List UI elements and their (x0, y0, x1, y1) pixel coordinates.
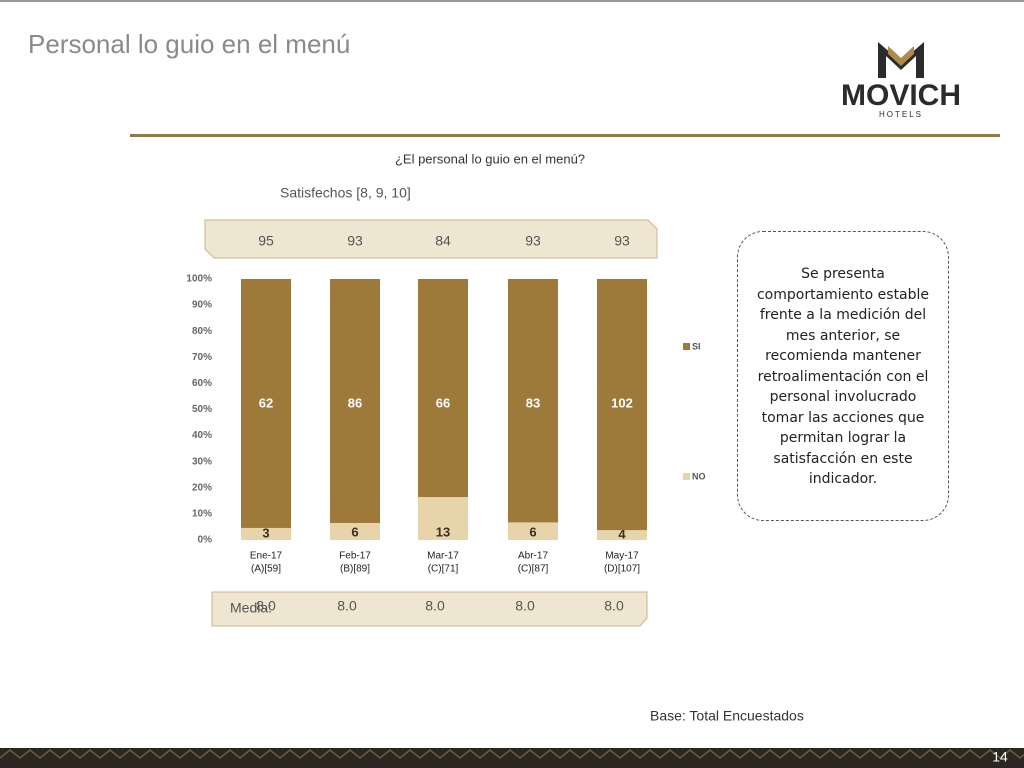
y-tick-label: 20% (192, 482, 212, 493)
satisfechos-value: 93 (525, 233, 541, 249)
media-value: 8.0 (256, 598, 276, 614)
x-tick-sublabel: (A)[59] (251, 564, 281, 575)
bar-segment (418, 497, 468, 540)
data-label: 83 (526, 395, 540, 410)
data-label: 4 (618, 527, 626, 542)
media-value: 8.0 (604, 598, 624, 614)
media-label: Media: (230, 600, 272, 616)
y-tick-label: 60% (192, 378, 212, 389)
x-tick-sublabel: (C)[71] (428, 564, 459, 575)
bar-segment (330, 522, 380, 540)
x-tick-sublabel: (C)[87] (518, 564, 549, 575)
y-tick-label: 70% (192, 352, 212, 363)
media-value: 8.0 (337, 598, 357, 614)
satisfechos-value: 95 (258, 233, 274, 249)
footer-band (0, 748, 1024, 768)
legend-label: SI (692, 341, 701, 351)
data-label: 6 (351, 524, 358, 539)
x-tick-label: Feb-17 (339, 551, 371, 562)
legend-label: NO (692, 471, 706, 481)
footer-pattern (0, 749, 1024, 759)
data-label: 66 (436, 395, 450, 410)
y-tick-label: 100% (186, 274, 212, 285)
header-rule (130, 134, 1000, 137)
chart-title: ¿El personal lo guio en el menú? (395, 151, 585, 166)
data-label: 102 (611, 395, 633, 410)
bar-segment (418, 279, 468, 498)
data-label: 6 (529, 524, 536, 539)
satisfechos-label: Satisfechos [8, 9, 10] (280, 185, 411, 201)
satisfechos-band (204, 219, 658, 259)
bar-segment (241, 279, 291, 528)
bar-segment (597, 530, 647, 540)
bar-segment (330, 279, 380, 523)
x-tick-sublabel: (D)[107] (604, 564, 640, 575)
y-tick-label: 0% (198, 535, 213, 546)
legend-swatch (683, 343, 690, 350)
x-tick-sublabel: (B)[89] (340, 564, 370, 575)
data-label: 86 (348, 395, 362, 410)
base-note: Base: Total Encuestados (650, 708, 804, 724)
slide-title: Personal lo guio en el menú (28, 29, 350, 59)
satisfechos-value: 93 (347, 233, 363, 249)
bar-segment (597, 279, 647, 531)
bar-segment (241, 527, 291, 540)
y-tick-label: 80% (192, 326, 212, 337)
y-tick-label: 40% (192, 430, 212, 441)
page-number: 14 (992, 749, 1008, 765)
legend-swatch (683, 473, 690, 480)
top-border (0, 0, 1024, 2)
data-label: 3 (262, 525, 269, 540)
y-tick-label: 30% (192, 456, 212, 467)
logo-name: MOVICH (841, 79, 961, 112)
x-tick-label: Mar-17 (427, 551, 459, 562)
x-tick-label: Ene-17 (250, 551, 283, 562)
x-tick-label: Abr-17 (518, 551, 548, 562)
logo: MOVICH HOTELS (841, 42, 961, 119)
data-label: 62 (259, 395, 273, 410)
satisfechos-value: 84 (435, 233, 451, 249)
y-tick-label: 10% (192, 509, 212, 520)
media-band (211, 591, 648, 627)
bar-segment (508, 522, 558, 540)
x-tick-label: May-17 (605, 551, 639, 562)
bar-segment (508, 279, 558, 523)
media-value: 8.0 (425, 598, 445, 614)
y-tick-label: 50% (192, 404, 212, 415)
logo-sub: HOTELS (879, 110, 923, 119)
media-value: 8.0 (515, 598, 535, 614)
note-box: Se presenta comportamiento estable frent… (737, 231, 949, 521)
data-label: 13 (436, 524, 450, 539)
y-tick-label: 90% (192, 300, 212, 311)
satisfechos-value: 93 (614, 233, 630, 249)
